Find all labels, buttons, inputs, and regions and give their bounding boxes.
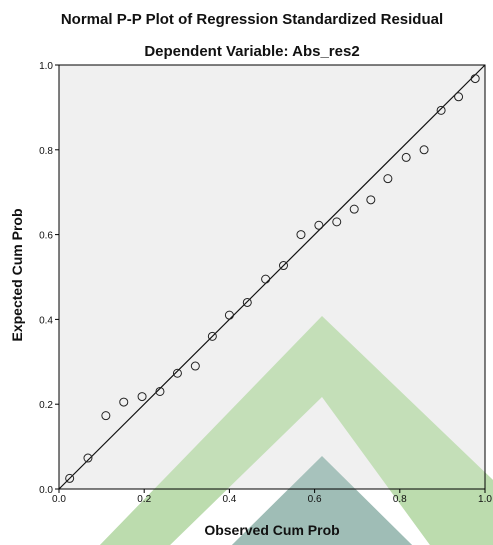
data-point (172, 368, 182, 378)
data-point (261, 274, 271, 284)
y-tick-label: 0.4 (39, 315, 53, 326)
data-point (366, 195, 376, 205)
x-tick-label: 0.6 (308, 494, 322, 505)
data-point (279, 261, 289, 271)
data-point (242, 297, 252, 307)
data-point (190, 361, 200, 371)
x-tick-label: 0.4 (222, 494, 236, 505)
y-tick-label: 0.0 (39, 485, 53, 496)
y-tick-label: 0.8 (39, 146, 53, 157)
data-point (470, 74, 480, 84)
data-point (349, 204, 359, 214)
y-axis-label: Expected Cum Prob (9, 208, 25, 341)
data-point (155, 386, 165, 396)
plot-frame (58, 64, 486, 490)
reference-line (58, 64, 486, 490)
data-point (224, 310, 234, 320)
ticks: 0.0 0.2 0.4 0.6 0.8 1.0 0.0 0.2 0.4 0.6 0.8 1.0 (39, 61, 492, 505)
chart-title: Normal P-P Plot of Regression Standardiz… (61, 11, 443, 28)
data-point (401, 152, 411, 162)
y-tick-label: 0.2 (39, 400, 53, 411)
watermark-green-chevron-overlay (100, 316, 493, 545)
data-point (436, 105, 446, 115)
data-point (314, 220, 324, 230)
data-point (83, 453, 93, 463)
watermark-overlay (100, 316, 493, 545)
y-tick-label: 1.0 (39, 61, 53, 72)
data-point (454, 92, 464, 102)
x-tick-label: 1.0 (478, 494, 492, 505)
watermark-teal-chevron-overlay (232, 456, 412, 545)
data-point (383, 174, 393, 184)
data-point (65, 473, 75, 483)
data-point (137, 392, 147, 402)
data-point (119, 397, 129, 407)
x-axis-label: Observed Cum Prob (204, 522, 339, 538)
x-tick-label: 0.8 (393, 494, 407, 505)
axes (58, 64, 486, 490)
data-point (207, 331, 217, 341)
x-tick-label: 0.2 (137, 494, 151, 505)
data-point (419, 145, 429, 155)
y-tick-label: 0.6 (39, 231, 53, 242)
data-point (101, 411, 111, 421)
data-point (332, 217, 342, 227)
chart-subtitle: Dependent Variable: Abs_res2 (144, 43, 359, 60)
x-tick-label: 0.0 (52, 494, 66, 505)
data-points (65, 74, 480, 483)
data-point (296, 230, 306, 240)
